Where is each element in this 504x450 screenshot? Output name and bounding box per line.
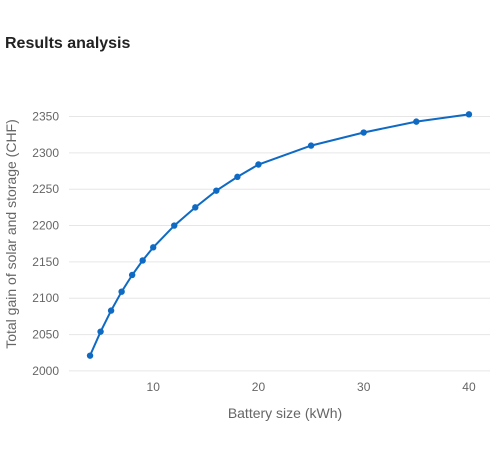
data-point[interactable] xyxy=(307,142,315,149)
y-tick-label: 2000 xyxy=(32,364,59,378)
data-point[interactable] xyxy=(118,288,125,295)
data-point[interactable] xyxy=(97,328,104,335)
x-tick-label: 30 xyxy=(357,380,371,394)
y-tick-label: 2200 xyxy=(32,219,59,233)
page-title: Results analysis xyxy=(5,35,131,52)
data-point[interactable] xyxy=(86,352,94,359)
x-tick-label: 40 xyxy=(462,380,476,394)
x-tick-label: 20 xyxy=(252,380,266,394)
x-tick-label: 10 xyxy=(147,380,161,394)
y-tick-label: 2150 xyxy=(32,255,59,269)
series-line xyxy=(89,113,470,357)
grid-lines xyxy=(69,116,490,372)
data-point[interactable] xyxy=(413,118,420,125)
y-axis-title: Total gain of solar and storage (CHF) xyxy=(3,119,19,349)
data-point[interactable] xyxy=(213,187,220,194)
data-points xyxy=(86,111,473,359)
data-point[interactable] xyxy=(234,173,241,181)
x-axis-ticks: 10 20 30 40 xyxy=(147,380,476,394)
y-tick-label: 2050 xyxy=(32,328,59,342)
data-point[interactable] xyxy=(139,257,146,264)
y-tick-label: 2100 xyxy=(32,291,59,305)
data-point[interactable] xyxy=(255,161,262,168)
data-point[interactable] xyxy=(107,307,115,314)
data-point[interactable] xyxy=(128,271,136,279)
data-point[interactable] xyxy=(192,204,199,211)
x-axis-title: Battery size (kWh) xyxy=(228,405,342,421)
data-point[interactable] xyxy=(465,111,473,118)
y-tick-label: 2300 xyxy=(32,146,59,160)
data-point[interactable] xyxy=(360,129,367,136)
data-point[interactable] xyxy=(171,222,178,229)
y-tick-label: 2350 xyxy=(32,110,59,124)
y-axis-ticks: 2000 2050 2100 2150 2200 2250 2300 2350 xyxy=(32,110,59,378)
y-tick-label: 2250 xyxy=(32,182,59,196)
data-point[interactable] xyxy=(150,244,157,251)
